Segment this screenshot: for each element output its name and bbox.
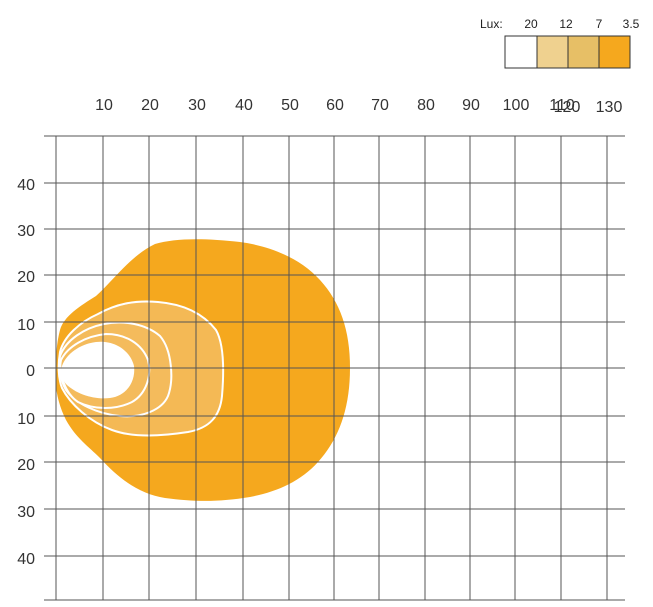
y-tick-40-top: 40 [17, 177, 35, 194]
x-tick-10: 10 [95, 97, 113, 114]
legend-label-20: 20 [524, 17, 538, 31]
x-tick-60: 60 [326, 97, 344, 114]
contour-20-lux [61, 341, 135, 399]
x-tick-130: 130 [596, 99, 623, 116]
x-tick-100: 100 [503, 97, 530, 114]
x-tick-50: 50 [281, 97, 299, 114]
y-tick-10-bottom: 10 [17, 411, 35, 428]
legend-swatch-3-5 [598, 35, 631, 69]
y-tick-20-top: 20 [17, 269, 35, 286]
legend-title: Lux: [480, 17, 503, 31]
y-axis-ticks: 40 30 20 10 0 10 20 30 40 [17, 177, 35, 568]
x-tick-110: 110 [549, 97, 575, 114]
y-tick-10-top: 10 [17, 317, 35, 334]
legend-label-3-5: 3.5 [623, 17, 640, 31]
legend-swatch-12 [536, 35, 569, 69]
y-tick-0: 0 [26, 363, 35, 380]
y-tick-40-bottom: 40 [17, 551, 35, 568]
y-tick-20-bottom: 20 [17, 457, 35, 474]
x-tick-70: 70 [371, 97, 389, 114]
x-axis-ticks: 10 20 30 40 50 60 70 80 90 100 110 120 1… [95, 97, 622, 116]
x-tick-40: 40 [235, 97, 253, 114]
grid-lines [44, 135, 625, 601]
legend-label-12: 12 [559, 17, 573, 31]
legend-label-7: 7 [596, 17, 603, 31]
x-tick-90: 90 [462, 97, 480, 114]
legend: Lux: 20 12 7 3.5 [480, 17, 640, 69]
y-tick-30-top: 30 [17, 223, 35, 240]
legend-swatch-20 [504, 35, 538, 69]
x-tick-30: 30 [188, 97, 206, 114]
y-tick-30-bottom: 30 [17, 504, 35, 521]
isolux-contours [55, 239, 351, 501]
legend-swatch-7 [567, 35, 600, 69]
x-tick-20: 20 [141, 97, 159, 114]
x-tick-120: 120 [554, 99, 581, 116]
x-tick-80: 80 [417, 97, 435, 114]
